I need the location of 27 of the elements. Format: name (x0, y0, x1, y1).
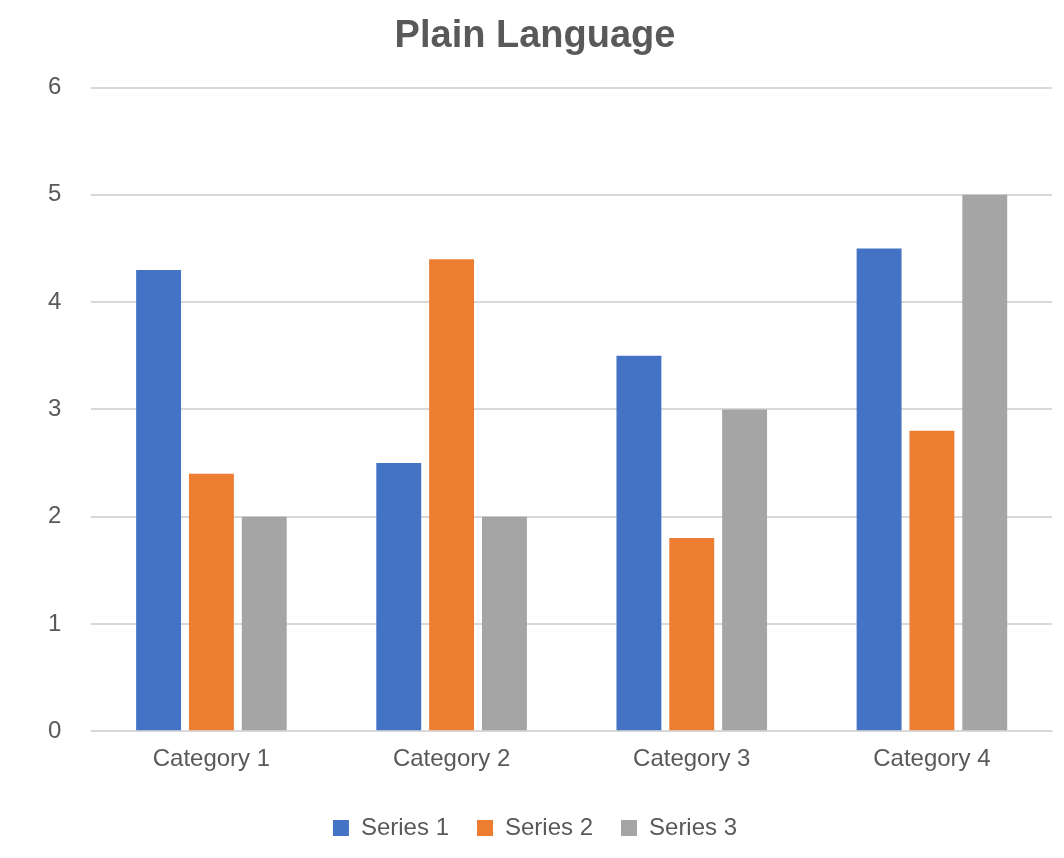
bar (616, 355, 662, 731)
y-tick-label: 0 (47, 715, 62, 743)
legend-label: Series 2 (504, 812, 594, 840)
legend-label: Series 3 (649, 812, 738, 840)
y-tick-label: 3 (47, 394, 62, 422)
chart-title: Plain Language (394, 13, 676, 56)
x-tick-label: Category 3 (633, 744, 751, 772)
bar (722, 409, 768, 731)
bar (188, 473, 234, 731)
bar (856, 248, 902, 731)
x-tick-label: Category 2 (392, 744, 511, 772)
bar (909, 430, 955, 731)
y-tick-label: 6 (47, 72, 62, 100)
bar (481, 516, 527, 731)
bar (376, 463, 422, 731)
x-tick-label: Category 1 (152, 744, 271, 772)
y-tick-label: 5 (47, 179, 62, 207)
bar (136, 269, 182, 731)
bar (669, 538, 715, 731)
y-tick-label: 2 (47, 501, 62, 529)
bar (962, 194, 1008, 731)
x-tick-label: Category 4 (873, 744, 991, 772)
legend-label: Series 1 (360, 812, 449, 840)
bar (429, 259, 475, 731)
y-tick-label: 4 (47, 286, 62, 314)
bar (241, 516, 287, 731)
y-tick-label: 1 (47, 608, 62, 636)
